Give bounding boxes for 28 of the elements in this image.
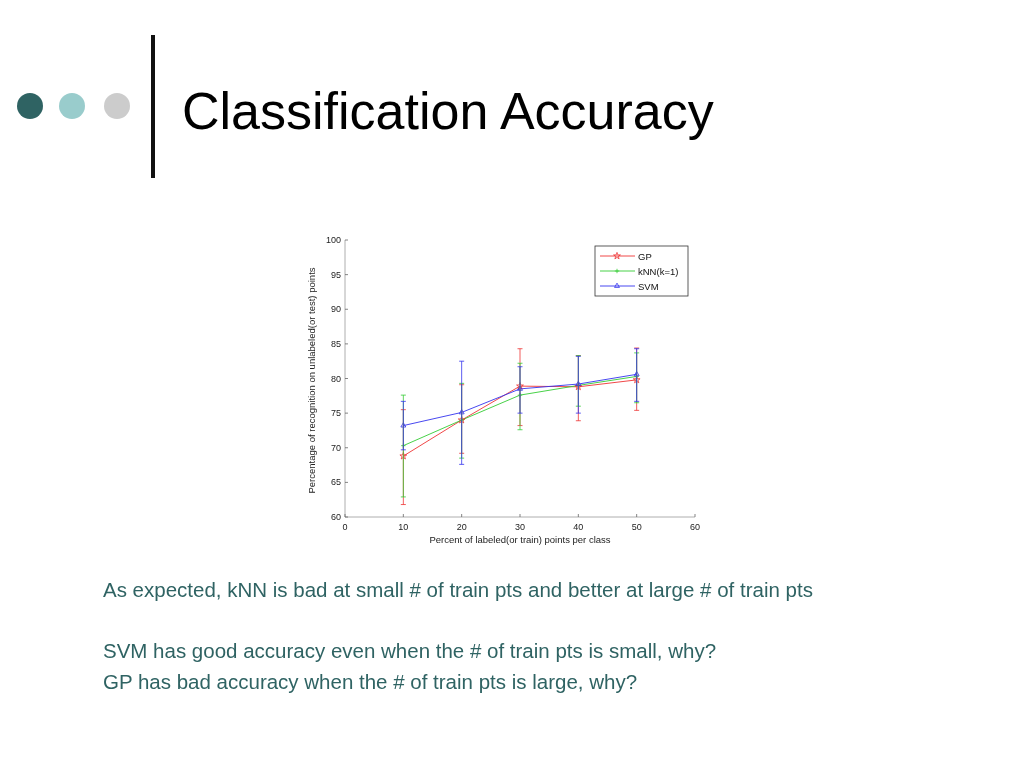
x-tick-label: 30 xyxy=(514,522,526,532)
chart-title: Classification Accuracy xyxy=(182,82,714,140)
x-axis-title: Percent of labeled(or train) points per class xyxy=(429,534,611,545)
y-tick-label: 75 xyxy=(330,408,341,419)
text: As expected, kNN is bad at small # of train pts and better at large # of train pts xyxy=(103,578,813,601)
y-tick-label: 100 xyxy=(325,235,341,245)
x-tick-label: 0 xyxy=(342,522,348,532)
text: GP has bad accuracy when the # of train pts is large, why? xyxy=(103,670,638,693)
y-tick-label: 95 xyxy=(330,269,341,280)
x-tick-label: 60 xyxy=(689,522,701,532)
y-tick-label: 80 xyxy=(330,373,341,384)
legend-label: GP xyxy=(638,250,652,262)
point xyxy=(458,409,465,415)
x-tick-label: 40 xyxy=(573,522,584,532)
y-tick-label: 70 xyxy=(330,442,341,453)
x-tick-label: 20 xyxy=(456,522,467,532)
point xyxy=(399,452,408,460)
x-tick-label: 50 xyxy=(631,522,642,532)
text: SVM has good accuracy even when the # of train pts is small, why? xyxy=(103,639,717,662)
y-tick-label: 85 xyxy=(330,338,341,349)
y-tick-label: 60 xyxy=(330,512,341,522)
y-tick-label: 65 xyxy=(330,477,341,488)
legend-label: kNN(k=1) xyxy=(638,265,679,277)
legend-label: SVM xyxy=(638,280,659,292)
point xyxy=(400,422,407,428)
x-tick-label: 10 xyxy=(398,522,409,532)
y-tick-label: 90 xyxy=(330,304,341,315)
y-axis-title: Percentage of recognition on unlabeled(or test) points xyxy=(306,267,317,494)
